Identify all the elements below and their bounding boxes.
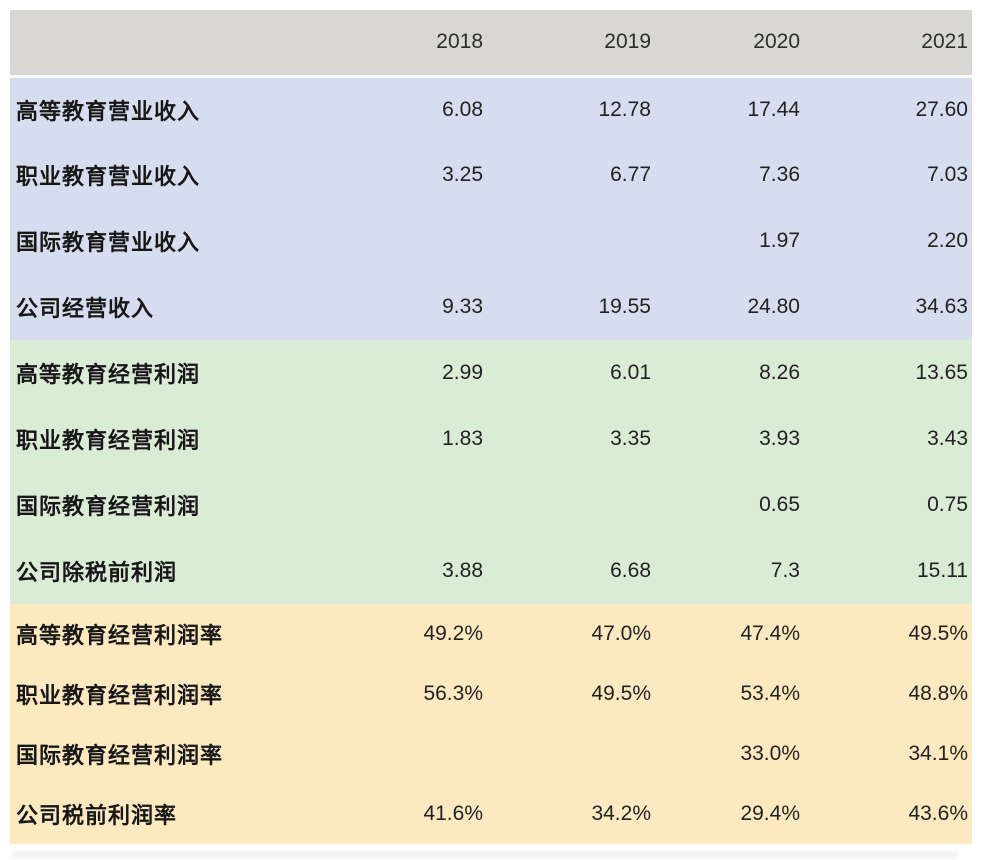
table-row: 高等教育经营利润率 49.2% 47.0% 47.4% 49.5%	[10, 604, 972, 664]
cell-2021: 34.63	[915, 295, 968, 318]
cell-2018: 6.08	[442, 97, 483, 121]
cell-2019: 6.68	[610, 559, 651, 582]
cell-2020: 24.80	[747, 295, 800, 318]
row-label: 国际教育经营利润率	[16, 743, 224, 768]
cell-2018: 49.2%	[423, 622, 483, 645]
cell-2018: 3.25	[442, 163, 483, 186]
section-revenue: 高等教育营业收入 6.08 12.78 17.44 27.60 职业教育营业收入…	[10, 76, 972, 340]
cell-2018: 56.3%	[423, 682, 483, 705]
row-label: 公司经营收入	[16, 296, 155, 321]
cell-2021: 34.1%	[908, 742, 968, 765]
table-row: 职业教育经营利润 1.83 3.35 3.93 3.43	[10, 406, 972, 472]
table-row: 高等教育营业收入 6.08 12.78 17.44 27.60	[10, 76, 972, 142]
row-label: 职业教育营业收入	[16, 164, 201, 189]
cell-2019	[487, 208, 655, 274]
table-row: 公司经营收入 9.33 19.55 24.80 34.63	[10, 274, 972, 340]
cell-2018: 1.83	[442, 427, 483, 450]
cell-2018	[347, 208, 487, 274]
cell-2020: 7.3	[770, 559, 800, 582]
cell-2020: 47.4%	[740, 622, 800, 645]
cropped-next-row-hint	[12, 851, 958, 858]
header-year-2020: 2020	[655, 10, 804, 78]
cell-2021: 48.8%	[908, 682, 968, 705]
row-label: 国际教育经营利润	[16, 494, 201, 519]
row-label: 高等教育经营利润率	[16, 623, 224, 648]
cell-2020: 17.44	[747, 97, 800, 121]
cell-2018: 2.99	[442, 361, 483, 384]
header-year-2021: 2021	[804, 10, 972, 78]
cell-2019: 6.01	[610, 361, 651, 384]
cell-2018: 9.33	[442, 295, 483, 318]
row-label: 公司税前利润率	[16, 803, 178, 828]
cell-2018	[347, 724, 487, 784]
table-row: 公司税前利润率 41.6% 34.2% 29.4% 43.6%	[10, 784, 972, 844]
cell-2020: 0.65	[759, 493, 800, 516]
header-year-2019: 2019	[487, 10, 655, 78]
cell-2021: 2.20	[927, 229, 968, 252]
cell-2021: 13.65	[915, 361, 968, 384]
cell-2021: 49.5%	[908, 622, 968, 645]
table-row: 公司除税前利润 3.88 6.68 7.3 15.11	[10, 538, 972, 604]
cell-2020: 8.26	[759, 361, 800, 384]
cell-2019: 47.0%	[591, 622, 651, 645]
cell-2020: 3.93	[759, 427, 800, 450]
cell-2019	[487, 472, 655, 538]
table-row: 职业教育经营利润率 56.3% 49.5% 53.4% 48.8%	[10, 664, 972, 724]
row-label: 职业教育经营利润率	[16, 683, 224, 708]
cell-2018: 41.6%	[423, 802, 483, 825]
table-header-row: 2018 2019 2020 2021	[10, 10, 972, 78]
cell-2018: 3.88	[442, 559, 483, 582]
cell-2020: 29.4%	[740, 802, 800, 825]
cell-2020: 53.4%	[740, 682, 800, 705]
financial-table: 2018 2019 2020 2021 高等教育营业收入 6.08 12.78 …	[10, 10, 972, 844]
cell-2019: 12.78	[598, 97, 651, 121]
row-label: 高等教育经营利润	[16, 362, 201, 387]
cell-2021: 7.03	[927, 163, 968, 186]
cell-2019: 19.55	[598, 295, 651, 318]
cell-2021: 0.75	[927, 493, 968, 516]
section-profit: 高等教育经营利润 2.99 6.01 8.26 13.65 职业教育经营利润 1…	[10, 340, 972, 604]
row-label: 高等教育营业收入	[16, 98, 201, 124]
table-row: 职业教育营业收入 3.25 6.77 7.36 7.03	[10, 142, 972, 208]
cell-2021: 27.60	[915, 97, 968, 121]
cell-2021: 3.43	[927, 427, 968, 450]
cell-2021: 43.6%	[908, 802, 968, 825]
header-year-2018: 2018	[347, 10, 487, 78]
row-label: 国际教育营业收入	[16, 230, 201, 255]
cell-2020: 7.36	[759, 163, 800, 186]
cell-2020: 1.97	[759, 229, 800, 252]
cell-2018	[347, 472, 487, 538]
cell-2019: 49.5%	[591, 682, 651, 705]
cell-2021: 15.11	[917, 559, 968, 582]
cell-2020: 33.0%	[740, 742, 800, 765]
cell-2019	[487, 724, 655, 784]
table-row: 国际教育经营利润 0.65 0.75	[10, 472, 972, 538]
table-row: 国际教育经营利润率 33.0% 34.1%	[10, 724, 972, 784]
cell-2019: 34.2%	[591, 802, 651, 825]
section-margin: 高等教育经营利润率 49.2% 47.0% 47.4% 49.5% 职业教育经营…	[10, 604, 972, 844]
table-row: 高等教育经营利润 2.99 6.01 8.26 13.65	[10, 340, 972, 406]
header-empty-cell	[10, 10, 347, 78]
cell-2019: 3.35	[610, 427, 651, 450]
cell-2019: 6.77	[610, 163, 651, 186]
table-row: 国际教育营业收入 1.97 2.20	[10, 208, 972, 274]
row-label: 公司除税前利润	[16, 560, 178, 585]
row-label: 职业教育经营利润	[16, 428, 201, 453]
